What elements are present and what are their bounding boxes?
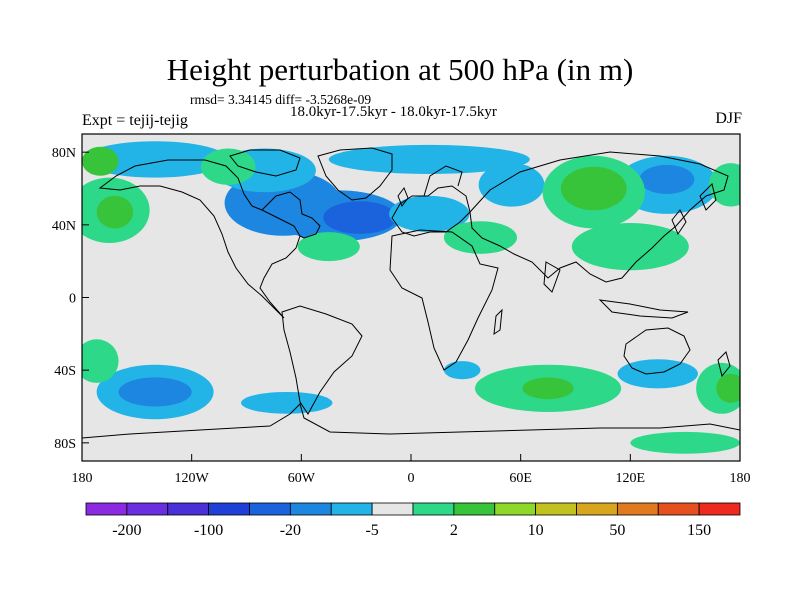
anomaly-blob-9 [639,164,695,194]
anomaly-blob-30 [630,431,740,454]
colorbar-label-5: 10 [528,522,544,539]
anomaly-blob-13 [297,232,360,262]
y-tick-label-3: 40S [54,364,76,379]
anomaly-blob-16 [560,166,627,211]
y-tick-label-1: 40N [52,219,76,234]
coast-europe [391,185,471,237]
period-label: 18.0kyr-17.5kyr - 18.0kyr-17.5kyr [290,104,497,120]
y-axis: 80N 40N 0 40S 80S [52,146,89,452]
anomaly-blob-6 [478,163,545,207]
coast-arctic-islands [229,149,301,177]
anomaly-blob-11 [96,195,134,229]
chart-title: Height perturbation at 500 hPa (in m) [166,52,634,87]
colorbar-box-7 [371,502,414,516]
colorbar-label-2: -20 [280,522,301,539]
anomaly-blob-7 [389,195,470,233]
colorbar-box-2 [167,502,210,516]
colorbar-box-15 [698,502,741,516]
colorbar-box-5 [289,502,332,516]
x-tick-label-6: 180 [730,471,751,486]
coast-greenland [317,147,393,201]
colorbar-box-13 [616,502,659,516]
anomaly-blob-23 [241,391,333,414]
coast-uk [397,186,409,208]
colorbar-box-3 [208,502,250,516]
colorbar-box-4 [249,502,291,516]
colorbar-box-0 [85,502,128,516]
contour-field [82,134,740,461]
anomaly-blob-12 [200,148,256,185]
coast-india [543,261,561,293]
coast-africa [389,229,499,371]
colorbar-label-0: -200 [112,522,141,539]
anomaly-blob-18 [708,163,740,207]
experiment-label: Expt = tejij-tejig [82,112,188,129]
colorbar-box-14 [657,502,700,516]
anomaly-blob-27 [617,359,698,389]
colorbar-box-1 [126,502,169,516]
colorbar-box-11 [535,502,577,516]
coastlines [82,147,740,439]
anomaly-blob-26 [522,377,574,400]
anomaly-blob-17 [571,223,689,271]
coast-antarctica [82,403,740,439]
coast-north-america [98,159,301,319]
colorbar-label-3: -5 [365,522,378,539]
coast-australia [623,327,691,375]
coast-south-america [281,305,363,415]
colorbar-box-9 [453,502,496,516]
y-tick-label-4: 80S [54,437,76,452]
colorbar-label-1: -100 [194,522,223,539]
colorbar-box-10 [494,502,537,516]
x-axis: 180 120W 60W 0 60E 120E 180 [72,454,751,486]
x-tick-label-5: 120E [616,471,646,486]
anomaly-blob-24 [443,361,481,380]
coast-new-zealand [717,351,731,378]
season-label: DJF [715,110,742,127]
coast-japan [671,209,687,236]
anomaly-blob-5 [328,144,530,174]
coast-madagascar [493,308,503,336]
colorbar: -200 -100 -20 -5 2 10 50 150 [85,502,741,539]
anomaly-blob-22 [82,339,119,383]
x-tick-label-1: 120W [175,471,210,486]
y-tick-label-0: 80N [52,146,76,161]
coast-scandinavia [423,165,463,197]
anomaly-blob-21 [118,377,192,407]
colorbar-box-8 [412,502,455,516]
coast-indonesia [598,299,689,319]
colorbar-label-7: 150 [687,522,711,539]
colorbar-box-12 [576,502,618,516]
coast-north-america-east [261,191,321,239]
x-tick-label-2: 60W [288,471,316,486]
y-tick-label-2: 0 [69,292,76,307]
anomaly-blob-2 [323,201,397,234]
anomaly-blob-19 [82,146,119,176]
x-tick-label-4: 60E [509,471,532,486]
coast-kamchatka [699,183,717,211]
anomaly-blob-29 [716,373,740,403]
rmsd-stats: rmsd= 3.34145 diff= -3.5268e-09 [190,92,372,107]
coast-asia [469,151,729,283]
x-tick-label-0: 180 [72,471,93,486]
colorbar-label-4: 2 [450,522,458,539]
anomaly-blob-4 [82,141,229,178]
x-tick-label-3: 0 [408,471,415,486]
colorbar-box-6 [330,502,373,516]
colorbar-label-6: 50 [609,522,625,539]
